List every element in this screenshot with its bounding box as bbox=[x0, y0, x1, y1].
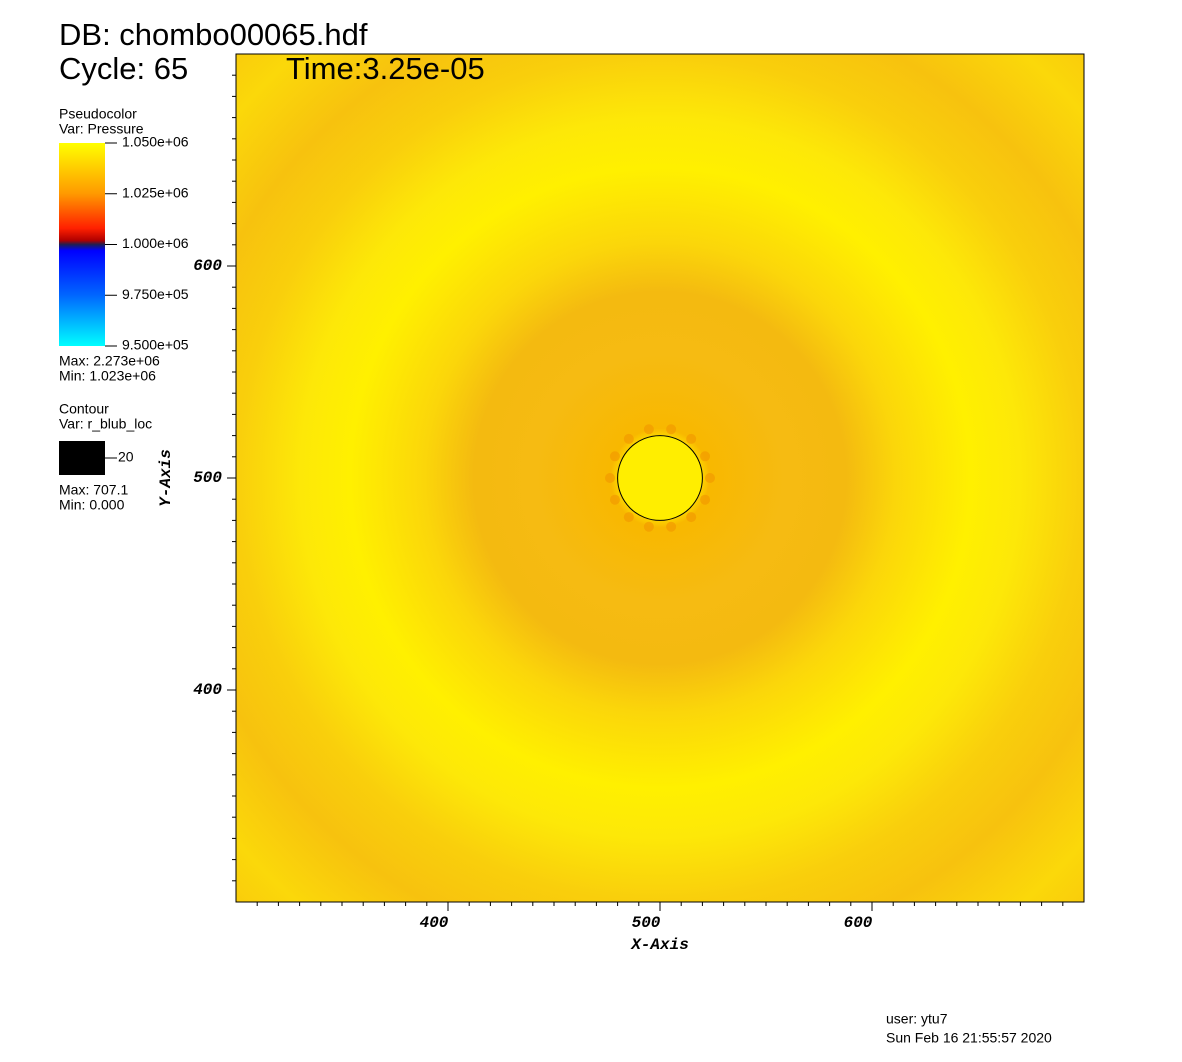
legend-var: Var: Pressure bbox=[59, 121, 144, 137]
contour-line bbox=[617, 435, 703, 521]
contour-var: Var: r_blub_loc bbox=[59, 416, 152, 432]
y-axis-label: Y-Axis bbox=[157, 449, 175, 507]
y-tick-label: 500 bbox=[193, 469, 222, 487]
field-blob bbox=[666, 521, 677, 532]
user-label: user: ytu7 bbox=[886, 1011, 948, 1027]
contour-max: Max: 707.1 bbox=[59, 482, 128, 498]
x-tick-label: 400 bbox=[420, 914, 449, 932]
field-blob bbox=[686, 433, 697, 444]
contour-min: Min: 0.000 bbox=[59, 497, 125, 513]
contour-swatch bbox=[59, 441, 105, 475]
legend-min: Min: 1.023e+06 bbox=[59, 368, 156, 384]
cycle-label: Cycle: 65 bbox=[59, 51, 188, 86]
field-blob bbox=[623, 433, 634, 444]
field-blob bbox=[605, 473, 615, 483]
legend-max: Max: 2.273e+06 bbox=[59, 353, 160, 369]
y-tick-label: 600 bbox=[193, 257, 222, 275]
field-blob bbox=[666, 424, 677, 435]
date-label: Sun Feb 16 21:55:57 2020 bbox=[886, 1030, 1052, 1046]
time-label: Time:3.25e-05 bbox=[286, 51, 485, 86]
field-blob bbox=[700, 451, 711, 462]
contour-title: Contour bbox=[59, 401, 109, 417]
field-blob bbox=[623, 512, 634, 523]
x-axis-label: X-Axis bbox=[630, 936, 689, 954]
colorbar-label: 1.050e+06 bbox=[122, 134, 189, 150]
colorbar-label: 9.500e+05 bbox=[122, 337, 189, 353]
colorbar-label: 1.025e+06 bbox=[122, 184, 189, 200]
field-blob bbox=[700, 494, 711, 505]
field-blob bbox=[609, 451, 620, 462]
color-bar bbox=[59, 143, 105, 346]
colorbar-label: 1.000e+06 bbox=[122, 235, 189, 251]
field-blob bbox=[643, 521, 654, 532]
y-tick-label: 400 bbox=[193, 681, 222, 699]
colorbar-label: 9.750e+05 bbox=[122, 286, 189, 302]
field-blob bbox=[643, 424, 654, 435]
x-tick-label: 500 bbox=[632, 914, 661, 932]
x-tick-label: 600 bbox=[844, 914, 873, 932]
field-blob bbox=[705, 473, 715, 483]
legend-title: Pseudocolor bbox=[59, 106, 137, 122]
field-blob bbox=[609, 494, 620, 505]
contour-level: 20 bbox=[118, 449, 134, 465]
field-blob bbox=[686, 512, 697, 523]
db-label: DB: chombo00065.hdf bbox=[59, 17, 368, 52]
